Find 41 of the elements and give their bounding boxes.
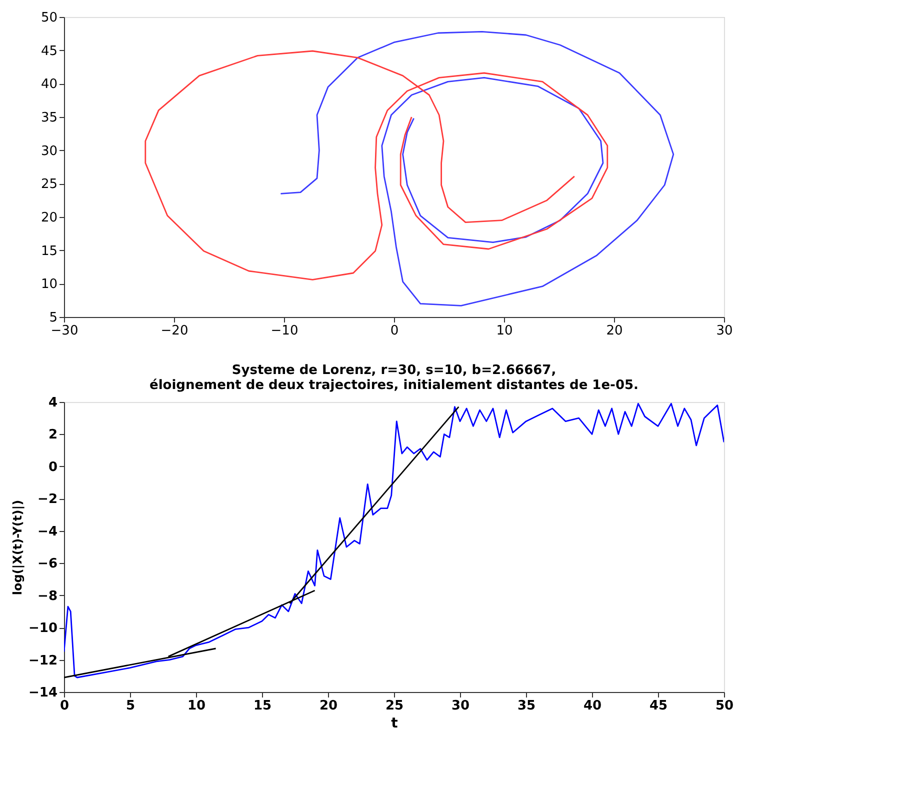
y-tick-label: 50: [40, 10, 58, 26]
x-tick-label: −20: [160, 324, 188, 338]
x-tick-label: 20: [606, 324, 623, 338]
x-axis-title: t: [391, 716, 398, 732]
x-tick-label: 10: [496, 324, 513, 338]
x-tick-label: 35: [517, 698, 536, 714]
x-tick-label: 50: [715, 698, 734, 714]
y-tick-label: −4: [38, 524, 58, 540]
y-tick-label: 45: [40, 44, 58, 59]
y-tick-label: 30: [40, 144, 58, 159]
y-tick-label: 5: [49, 310, 58, 326]
y-tick-label: 20: [40, 210, 58, 226]
y-tick-label: −8: [38, 588, 58, 604]
y-tick-label: −14: [28, 686, 58, 700]
x-tick-label: 5: [126, 698, 136, 714]
y-tick-label: −6: [38, 556, 58, 572]
x-tick-label: 0: [60, 698, 70, 714]
y-tick-label: 25: [40, 177, 58, 192]
y-tick-label: 40: [40, 77, 58, 92]
x-tick-label: 30: [716, 324, 733, 338]
x-tick-label: 10: [187, 698, 206, 714]
x-tick-label: 25: [385, 698, 404, 714]
y-tick-label: 4: [48, 396, 58, 410]
y-tick-label: 10: [40, 277, 58, 292]
y-tick-label: 2: [48, 428, 58, 443]
y-tick-label: −10: [28, 621, 58, 636]
x-tick-label: 20: [319, 698, 338, 714]
y-tick-label: 35: [40, 110, 58, 126]
y-tick-label: −12: [28, 653, 58, 668]
y-axis-title: log(|X(t)-Y(t)|): [10, 500, 25, 596]
x-tick-label: 45: [649, 698, 668, 714]
x-tick-label: 15: [253, 698, 272, 714]
x-tick-label: −10: [270, 324, 298, 338]
y-tick-label: −2: [38, 492, 58, 508]
x-tick-label: −30: [50, 324, 78, 338]
x-tick-label: 30: [451, 698, 470, 714]
y-tick-label: 0: [48, 460, 58, 475]
y-tick-label: 15: [40, 244, 58, 259]
chart-title: Systeme de Lorenz, r=30, s=10, b=2.66667, éloignement de deux trajectoires, initialement distantes de 1e-05.: [150, 363, 638, 393]
x-tick-label: 40: [583, 698, 602, 714]
x-tick-label: 0: [390, 324, 399, 338]
